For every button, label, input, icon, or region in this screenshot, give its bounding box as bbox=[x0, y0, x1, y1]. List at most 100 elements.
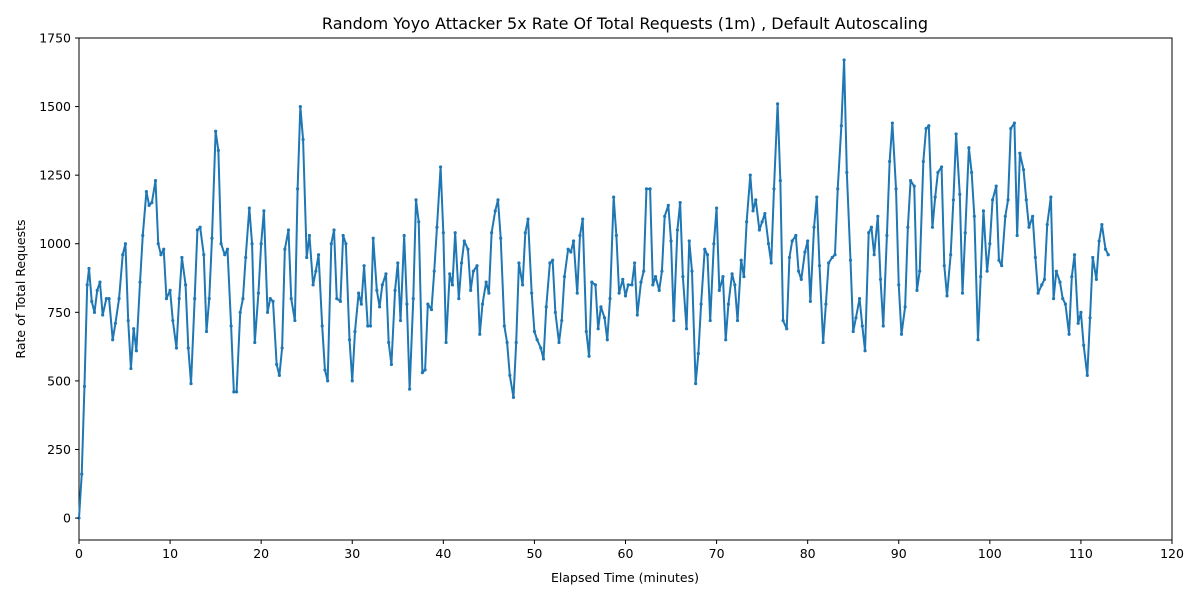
data-point bbox=[232, 390, 236, 394]
data-point bbox=[459, 261, 464, 265]
data-point bbox=[562, 275, 567, 279]
x-tick-label: 0 bbox=[75, 546, 83, 561]
data-point bbox=[82, 384, 87, 388]
data-point bbox=[726, 302, 731, 306]
data-point bbox=[939, 165, 944, 169]
data-point bbox=[851, 329, 855, 334]
data-point bbox=[320, 324, 324, 328]
data-point bbox=[475, 264, 479, 268]
data-point bbox=[87, 266, 91, 271]
data-point bbox=[1049, 195, 1053, 199]
data-point bbox=[329, 242, 333, 246]
data-point bbox=[1097, 239, 1101, 243]
data-point bbox=[815, 195, 819, 199]
data-point bbox=[238, 310, 242, 314]
data-point bbox=[174, 346, 179, 350]
data-point bbox=[207, 297, 211, 301]
data-point bbox=[621, 277, 625, 281]
data-point bbox=[803, 250, 807, 254]
data-point bbox=[739, 258, 743, 262]
data-point bbox=[881, 324, 885, 328]
series-layer bbox=[77, 58, 1110, 520]
data-point bbox=[827, 261, 831, 265]
data-point bbox=[1012, 121, 1017, 125]
x-tick-label: 30 bbox=[344, 546, 360, 561]
data-point bbox=[1006, 198, 1010, 202]
data-point bbox=[121, 253, 125, 257]
data-point bbox=[126, 318, 130, 323]
data-point bbox=[760, 220, 764, 224]
data-point bbox=[347, 338, 352, 342]
data-point bbox=[575, 291, 579, 295]
data-point bbox=[1027, 225, 1031, 229]
data-point bbox=[283, 247, 287, 251]
data-point bbox=[92, 310, 97, 314]
data-point bbox=[696, 351, 700, 356]
data-point bbox=[626, 283, 630, 287]
data-point bbox=[138, 280, 142, 284]
data-point bbox=[848, 258, 853, 262]
data-point bbox=[1106, 253, 1110, 257]
data-point bbox=[471, 269, 475, 273]
data-point bbox=[305, 255, 309, 260]
data-point bbox=[350, 379, 354, 383]
data-point bbox=[796, 269, 801, 273]
data-point bbox=[450, 283, 455, 287]
data-point bbox=[229, 324, 233, 328]
data-point bbox=[708, 318, 712, 323]
data-point bbox=[981, 209, 986, 213]
y-tick-label: 1500 bbox=[39, 99, 71, 114]
data-point bbox=[1000, 264, 1004, 268]
data-point bbox=[772, 187, 776, 191]
data-point bbox=[405, 302, 409, 306]
x-tick-label: 90 bbox=[891, 546, 907, 561]
data-point bbox=[195, 228, 200, 232]
data-point bbox=[842, 58, 846, 62]
data-point bbox=[275, 362, 279, 367]
data-point bbox=[623, 294, 628, 298]
data-point bbox=[183, 283, 188, 287]
data-point bbox=[817, 264, 822, 268]
data-point bbox=[111, 338, 115, 342]
data-point bbox=[259, 242, 263, 246]
data-point bbox=[878, 277, 883, 281]
data-point bbox=[885, 233, 889, 238]
x-tick-label: 110 bbox=[1069, 546, 1093, 561]
data-point bbox=[845, 170, 849, 175]
data-point bbox=[660, 269, 664, 273]
data-point bbox=[897, 283, 901, 287]
data-point bbox=[912, 184, 916, 188]
data-point bbox=[869, 225, 874, 229]
data-point bbox=[781, 318, 785, 323]
data-point bbox=[724, 338, 728, 342]
data-point bbox=[1024, 198, 1028, 202]
y-tick-label: 1750 bbox=[39, 31, 71, 46]
data-point bbox=[101, 313, 105, 317]
data-point bbox=[675, 228, 680, 232]
data-point bbox=[666, 203, 670, 207]
data-point bbox=[863, 349, 867, 353]
data-point bbox=[787, 255, 792, 260]
data-point bbox=[705, 253, 710, 257]
data-point bbox=[117, 297, 121, 301]
data-point bbox=[1088, 316, 1092, 320]
data-point bbox=[426, 302, 430, 306]
data-point bbox=[98, 280, 102, 284]
data-point bbox=[593, 283, 598, 287]
data-point bbox=[551, 258, 555, 262]
data-point bbox=[970, 170, 974, 175]
data-point bbox=[766, 242, 771, 246]
data-point bbox=[1054, 269, 1058, 273]
data-point bbox=[899, 332, 904, 336]
data-point bbox=[371, 236, 375, 240]
data-point bbox=[141, 233, 145, 238]
data-point bbox=[123, 242, 128, 246]
data-point bbox=[1079, 310, 1083, 314]
y-tick-label: 1250 bbox=[39, 168, 71, 183]
data-point bbox=[730, 272, 734, 276]
data-point bbox=[569, 250, 573, 254]
data-point bbox=[298, 104, 302, 109]
data-point bbox=[357, 291, 361, 295]
data-point bbox=[684, 327, 689, 331]
